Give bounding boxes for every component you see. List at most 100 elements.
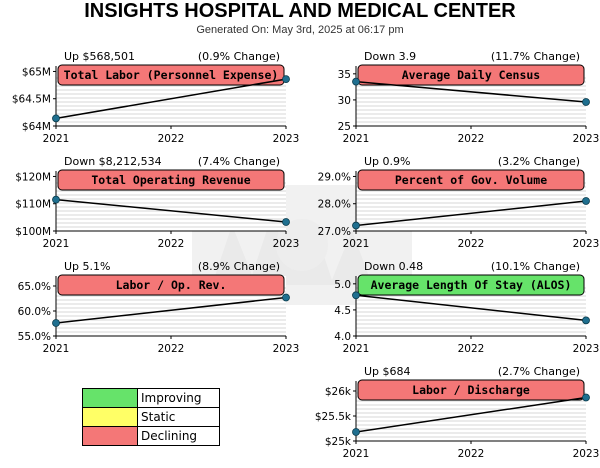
chart-svg: Up $684 (2.7% Change) $25k $25.5k $26k 2021 20… — [315, 365, 600, 460]
data-point-2021 — [52, 319, 60, 327]
y-tick-label: $64M — [22, 121, 51, 133]
y-tick-label: $25k — [325, 436, 352, 448]
data-point-2023 — [582, 98, 590, 106]
chart-title: Average Daily Census — [402, 68, 540, 82]
y-tick-label: 60.0% — [18, 306, 51, 318]
series-line — [55, 296, 287, 324]
y-tick-label: $110M — [15, 199, 51, 211]
x-tick-label: 2023 — [573, 238, 600, 250]
legend-swatch-improving — [83, 389, 138, 407]
x-tick-label: 2022 — [158, 343, 185, 355]
y-tick-label: $64.5M — [12, 94, 51, 106]
status-badge — [357, 64, 585, 86]
series-line — [355, 80, 587, 103]
x-tick-label: 2021 — [43, 238, 70, 250]
legend-item-declining: Declining — [83, 427, 219, 445]
change-percent-label: (11.7% Change) — [491, 50, 580, 63]
panel-total-labor: Up $568,501 (0.9% Change) $64M $64.5M $65M 20… — [0, 48, 300, 153]
status-badge — [357, 274, 585, 296]
series-line — [55, 78, 287, 120]
y-tick-label: 4.5 — [334, 305, 351, 317]
y-tick-label: 5.0 — [334, 279, 351, 291]
y-tick-label: 65.0% — [18, 281, 51, 293]
series-line — [355, 200, 587, 227]
chart-svg: Down $8,212,534 (7.4% Change) $100M $110M $1… — [15, 155, 300, 250]
data-point-2021 — [352, 291, 360, 300]
y-tick-label: $65M — [22, 66, 51, 78]
change-percent-label: (0.9% Change) — [198, 50, 280, 63]
change-amount-label: Up $568,501 — [64, 50, 135, 63]
y-tick-label: 27.0% — [318, 226, 351, 238]
change-percent-label: (7.4% Change) — [198, 155, 280, 168]
x-tick-label: 2023 — [573, 343, 600, 355]
data-point-2021 — [52, 114, 60, 123]
status-legend: Improving Static Declining — [82, 388, 220, 446]
x-tick-label: 2023 — [273, 238, 300, 250]
chart-svg: Down 0.48 (10.1% Change) 4.0 4.5 5.0 2021 2022… — [334, 260, 600, 355]
data-point-2021 — [352, 428, 360, 436]
data-point-2023 — [282, 293, 290, 302]
y-tick-label: 55.0% — [18, 331, 51, 343]
data-point-2023 — [282, 75, 290, 83]
legend-swatch-static — [83, 408, 138, 426]
y-tick-label: 28.0% — [318, 199, 351, 211]
x-tick-label: 2022 — [158, 133, 185, 145]
report-title: INSIGHTS HOSPITAL AND MEDICAL CENTER — [84, 0, 516, 22]
legend-item-static: Static — [83, 408, 219, 427]
change-percent-label: (3.2% Change) — [498, 155, 580, 168]
status-badge — [57, 64, 285, 86]
y-tick-label: $26k — [325, 386, 352, 398]
chart-title: Labor / Op. Rev. — [116, 278, 227, 292]
y-tick-label: 35 — [338, 69, 351, 81]
chart-svg: Up 0.9% (3.2% Change) 27.0% 28.0% 29.0% 2021 2… — [318, 155, 600, 250]
data-point-2021 — [352, 221, 360, 230]
x-tick-label: 2023 — [273, 343, 300, 355]
chart-title: Total Operating Revenue — [91, 173, 250, 187]
x-tick-label: 2022 — [158, 238, 185, 250]
panel-average-daily-census: Down 3.9 (11.7% Change) 25 30 35 2021 2022 2023… — [300, 48, 600, 153]
legend-label-declining: Declining — [141, 429, 198, 443]
panel-total-operating-revenue: Down $8,212,534 (7.4% Change) $100M $110M $1… — [0, 153, 300, 258]
y-tick-label: 25 — [338, 121, 351, 133]
chart-title: Percent of Gov. Volume — [395, 173, 547, 187]
legend-swatch-declining — [83, 427, 138, 445]
change-amount-label: Down $8,212,534 — [64, 155, 162, 168]
x-tick-label: 2021 — [43, 133, 70, 145]
change-percent-label: (10.1% Change) — [491, 260, 580, 273]
x-tick-label: 2022 — [458, 448, 485, 460]
x-tick-label: 2023 — [273, 133, 300, 145]
change-percent-label: (8.9% Change) — [198, 260, 280, 273]
status-badge — [357, 379, 585, 401]
series-line — [55, 198, 287, 223]
y-tick-label: 29.0% — [318, 171, 351, 183]
y-tick-label: 4.0 — [334, 331, 351, 343]
data-point-2021 — [352, 77, 360, 86]
chart-svg: Down 3.9 (11.7% Change) 25 30 35 2021 2022 2023… — [338, 50, 600, 145]
change-amount-label: Up 0.9% — [364, 155, 410, 168]
x-tick-label: 2022 — [458, 238, 485, 250]
x-tick-label: 2022 — [458, 133, 485, 145]
change-amount-label: Up 5.1% — [64, 260, 110, 273]
data-point-2023 — [582, 393, 590, 402]
status-badge — [57, 169, 285, 191]
chart-title: Total Labor (Personnel Expense) — [64, 68, 279, 82]
data-point-2023 — [282, 218, 290, 226]
change-percent-label: (2.7% Change) — [498, 365, 580, 378]
change-amount-label: Down 3.9 — [364, 50, 416, 63]
x-tick-label: 2021 — [343, 448, 370, 460]
chart-svg: Up $568,501 (0.9% Change) $64M $64.5M $65M 20… — [12, 50, 300, 145]
data-point-2023 — [582, 316, 590, 325]
data-point-2021 — [52, 195, 60, 204]
change-amount-label: Up $684 — [364, 365, 411, 378]
y-tick-label: $120M — [15, 171, 51, 183]
x-tick-label: 2021 — [343, 343, 370, 355]
series-line — [355, 294, 587, 322]
legend-label-improving: Improving — [141, 391, 202, 405]
x-tick-label: 2023 — [573, 133, 600, 145]
report-generated-timestamp: Generated On: May 3rd, 2025 at 06:17 pm — [196, 24, 404, 36]
panel-average-length-of-stay: Down 0.48 (10.1% Change) 4.0 4.5 5.0 2021 2022… — [300, 258, 600, 363]
x-tick-label: 2022 — [458, 343, 485, 355]
change-amount-label: Down 0.48 — [364, 260, 423, 273]
x-tick-label: 2023 — [573, 448, 600, 460]
y-tick-label: 30 — [338, 95, 351, 107]
